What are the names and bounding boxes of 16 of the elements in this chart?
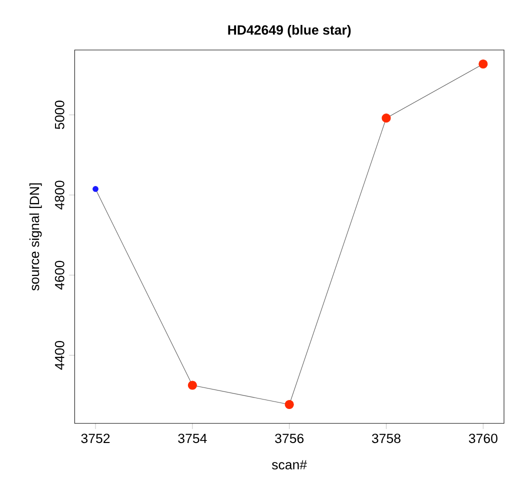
point	[382, 114, 391, 123]
x-tick-label: 3752	[81, 434, 110, 444]
x-tick-label: 3756	[275, 434, 304, 444]
y-tick-label: 4600	[54, 260, 64, 290]
point	[188, 380, 197, 390]
point	[284, 400, 294, 410]
x-tick-label: 3754	[178, 434, 207, 444]
y-axis-title: source signal [DN]	[29, 183, 42, 291]
y-tick-label: 4800	[54, 180, 64, 210]
x-tick-label: 3760	[468, 434, 498, 444]
chart-title: HD42649 (blue star)	[228, 24, 351, 38]
y-tick-label: 4400	[54, 340, 64, 370]
y-tick-label: 5000	[54, 100, 64, 130]
x-axis-title: scan#	[272, 460, 307, 470]
x-tick-label: 3758	[372, 434, 400, 444]
point	[478, 59, 488, 69]
